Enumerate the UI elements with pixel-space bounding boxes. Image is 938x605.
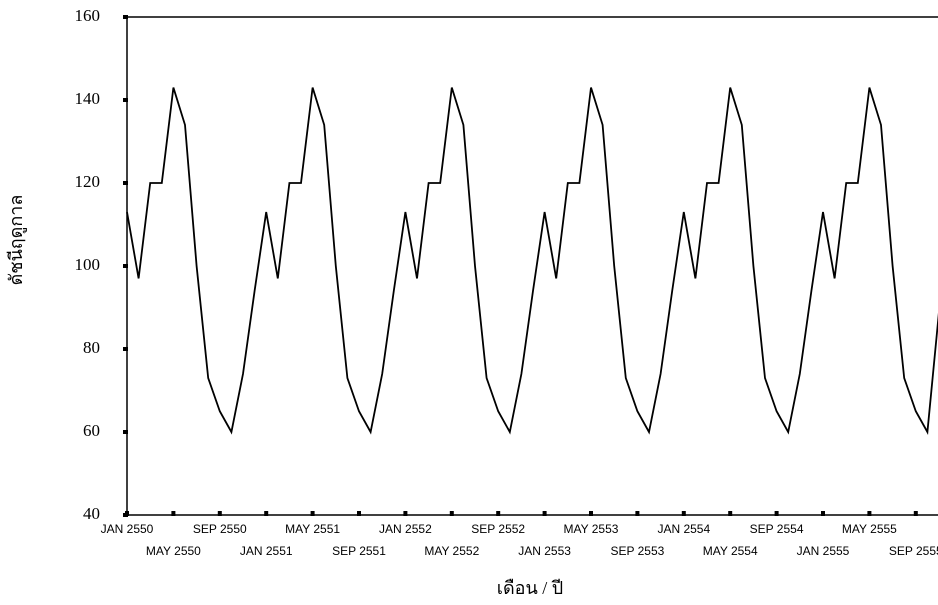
y-tick-label: 80 bbox=[83, 338, 100, 357]
x-tick-label: SEP 2550 bbox=[193, 522, 247, 536]
x-tick-label: JAN 2551 bbox=[240, 544, 293, 558]
x-tick-label: JAN 2555 bbox=[797, 544, 850, 558]
y-tick-label: 100 bbox=[75, 255, 101, 274]
y-tick-label: 60 bbox=[83, 421, 100, 440]
x-axis-title: เดือน / ปี bbox=[497, 578, 563, 598]
x-tick-label: MAY 2555 bbox=[842, 522, 897, 536]
x-tick-label: MAY 2554 bbox=[703, 544, 758, 558]
x-tick-label: MAY 2552 bbox=[424, 544, 479, 558]
x-tick-label: SEP 2552 bbox=[471, 522, 525, 536]
x-tick-label: JAN 2553 bbox=[518, 544, 571, 558]
x-tick-label: SEP 2555 bbox=[889, 544, 938, 558]
x-tick-label: MAY 2553 bbox=[564, 522, 619, 536]
x-tick-label: SEP 2554 bbox=[750, 522, 804, 536]
x-tick-label: SEP 2551 bbox=[332, 544, 386, 558]
data-line bbox=[127, 88, 938, 432]
chart: เดือน / ปี ดัชนีฤดูกาล 40 60 80 100 120 140 16… bbox=[0, 0, 938, 605]
x-tick-label: JAN 2550 bbox=[101, 522, 154, 536]
x-tick-label: MAY 2551 bbox=[285, 522, 340, 536]
y-tick-label: 40 bbox=[83, 504, 100, 523]
y-tick-label: 140 bbox=[75, 89, 101, 108]
x-tick-label: MAY 2550 bbox=[146, 544, 201, 558]
y-tick-label: 160 bbox=[75, 6, 101, 25]
page: เดือน / ปี ดัชนีฤดูกาล 40 60 80 100 120 140 16… bbox=[0, 0, 938, 605]
x-tick-label: SEP 2553 bbox=[610, 544, 664, 558]
x-tick-label: JAN 2552 bbox=[379, 522, 432, 536]
y-tick-label: 120 bbox=[75, 172, 101, 191]
y-axis-title: ดัชนีฤดูกาล bbox=[6, 195, 27, 286]
x-tick-label: JAN 2554 bbox=[657, 522, 710, 536]
